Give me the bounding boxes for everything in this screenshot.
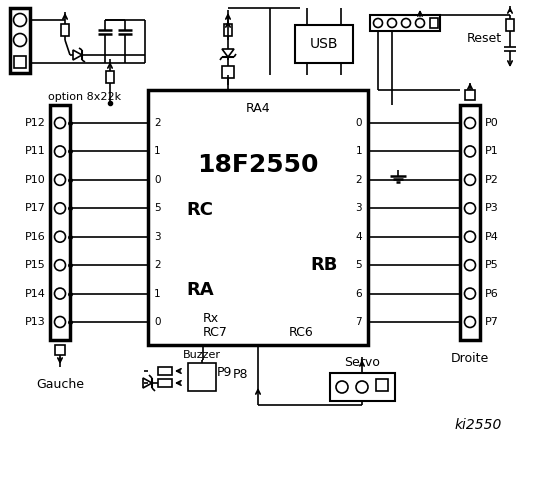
- Bar: [61, 24, 69, 36]
- Text: P2: P2: [485, 175, 499, 185]
- Text: 0: 0: [356, 118, 362, 128]
- Bar: [295, 25, 353, 63]
- Text: P14: P14: [25, 288, 46, 299]
- Text: 7: 7: [356, 317, 362, 327]
- Text: 5: 5: [154, 204, 160, 213]
- Text: Buzzer: Buzzer: [183, 350, 221, 360]
- Text: RC7: RC7: [203, 325, 228, 338]
- Text: RB: RB: [311, 256, 338, 274]
- Text: 5: 5: [356, 260, 362, 270]
- Bar: [430, 18, 438, 28]
- Text: 1: 1: [154, 146, 160, 156]
- Bar: [506, 19, 514, 31]
- Text: Servo: Servo: [344, 357, 380, 370]
- Text: 2: 2: [154, 260, 160, 270]
- Text: 3: 3: [154, 232, 160, 242]
- Text: 3: 3: [356, 204, 362, 213]
- Bar: [465, 90, 475, 100]
- Text: P10: P10: [25, 175, 46, 185]
- Text: 0: 0: [154, 175, 160, 185]
- Text: P11: P11: [25, 146, 46, 156]
- Text: 6: 6: [356, 288, 362, 299]
- Bar: [148, 90, 368, 345]
- Bar: [50, 105, 70, 340]
- Text: P9: P9: [216, 367, 232, 380]
- Bar: [224, 24, 232, 36]
- Text: RA: RA: [186, 281, 213, 299]
- Bar: [14, 56, 26, 68]
- Text: P15: P15: [25, 260, 46, 270]
- Text: Gauche: Gauche: [36, 379, 84, 392]
- Text: Droite: Droite: [451, 351, 489, 364]
- Bar: [222, 66, 234, 78]
- Bar: [158, 379, 172, 387]
- Bar: [55, 345, 65, 355]
- Text: P1: P1: [485, 146, 499, 156]
- Text: P0: P0: [485, 118, 499, 128]
- Bar: [10, 8, 30, 73]
- Bar: [158, 367, 172, 375]
- Text: P3: P3: [485, 204, 499, 213]
- Bar: [376, 379, 388, 391]
- Text: option 8x22k: option 8x22k: [49, 92, 122, 102]
- Text: USB: USB: [310, 37, 338, 51]
- Text: P12: P12: [25, 118, 46, 128]
- Text: Reset: Reset: [467, 32, 502, 45]
- Bar: [370, 15, 440, 31]
- Text: 1: 1: [356, 146, 362, 156]
- Text: P16: P16: [25, 232, 46, 242]
- Text: P6: P6: [485, 288, 499, 299]
- Bar: [330, 373, 395, 401]
- Text: 1: 1: [154, 288, 160, 299]
- Text: ki2550: ki2550: [455, 418, 502, 432]
- Text: P8: P8: [232, 369, 248, 382]
- Text: P17: P17: [25, 204, 46, 213]
- Bar: [188, 363, 216, 391]
- Text: 2: 2: [154, 118, 160, 128]
- Bar: [106, 71, 114, 83]
- Text: P13: P13: [25, 317, 46, 327]
- Text: 0: 0: [154, 317, 160, 327]
- Text: 4: 4: [356, 232, 362, 242]
- Text: RA4: RA4: [246, 101, 270, 115]
- Text: Rx: Rx: [203, 312, 219, 324]
- Text: RC6: RC6: [288, 325, 313, 338]
- Text: P7: P7: [485, 317, 499, 327]
- Text: RC: RC: [186, 201, 213, 219]
- Bar: [460, 105, 480, 340]
- Text: 2: 2: [356, 175, 362, 185]
- Text: P5: P5: [485, 260, 499, 270]
- Text: 18F2550: 18F2550: [197, 153, 319, 177]
- Text: P4: P4: [485, 232, 499, 242]
